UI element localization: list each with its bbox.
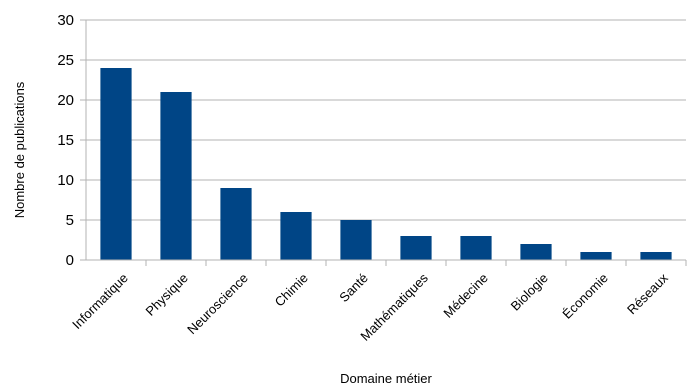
bar-5 bbox=[400, 236, 432, 260]
bar-6 bbox=[460, 236, 492, 260]
x-tick-label: Physique bbox=[142, 270, 190, 318]
bars bbox=[100, 68, 672, 260]
y-tick-label: 10 bbox=[57, 172, 74, 189]
x-tick-label: Chimie bbox=[272, 270, 311, 309]
y-tick-label: 30 bbox=[57, 12, 74, 29]
bar-3 bbox=[280, 212, 312, 260]
bar-0 bbox=[100, 68, 132, 260]
y-tick-label: 0 bbox=[66, 252, 74, 269]
bar-2 bbox=[220, 188, 252, 260]
x-tick-label: Médecine bbox=[440, 270, 490, 320]
x-tick-label: Réseaux bbox=[624, 270, 671, 317]
x-tick-label: Biologie bbox=[508, 270, 551, 313]
x-tick-label: Santé bbox=[336, 270, 371, 305]
y-tick-label: 25 bbox=[57, 52, 74, 69]
y-axis-title: Nombre de publications bbox=[12, 81, 27, 218]
y-tick-labels: 0 5 10 15 20 25 30 bbox=[57, 12, 74, 269]
y-tick-label: 20 bbox=[57, 92, 74, 109]
x-tick-label: Informatique bbox=[69, 270, 131, 332]
bar-8 bbox=[580, 252, 612, 260]
y-tick-label: 5 bbox=[66, 212, 74, 229]
y-tick-label: 15 bbox=[57, 132, 74, 149]
x-tick-label: Économie bbox=[559, 270, 610, 321]
x-tick-label: Neuroscience bbox=[184, 270, 251, 337]
bar-1 bbox=[160, 92, 192, 260]
bar-7 bbox=[520, 244, 552, 260]
bar-4 bbox=[340, 220, 372, 260]
x-axis-title: Domaine métier bbox=[340, 371, 432, 386]
bar-9 bbox=[640, 252, 672, 260]
